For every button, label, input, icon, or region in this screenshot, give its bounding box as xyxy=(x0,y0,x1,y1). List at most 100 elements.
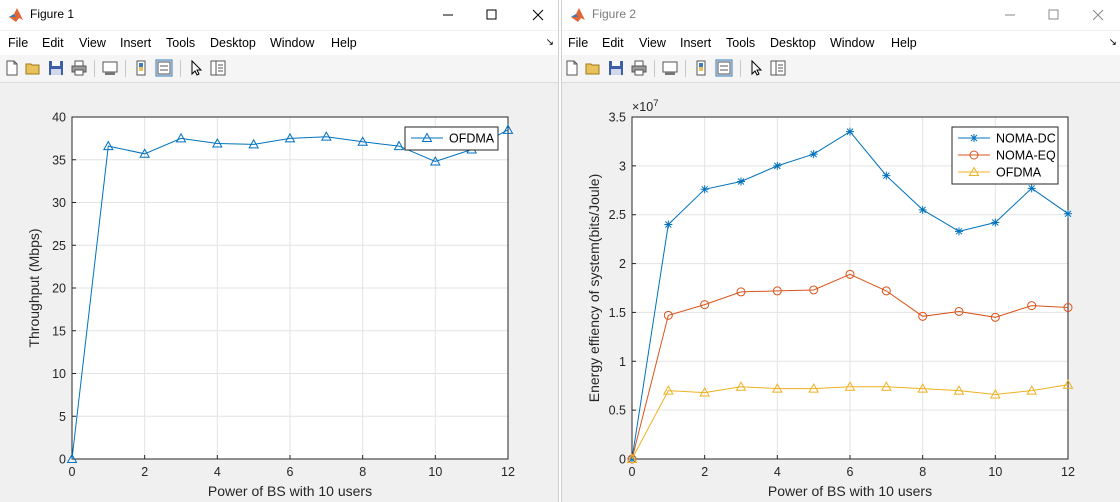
menu-window[interactable]: Window xyxy=(270,36,315,50)
x-tick-label: 2 xyxy=(701,465,708,479)
colorbar-icon[interactable] xyxy=(692,59,710,77)
pointer-icon[interactable] xyxy=(747,59,765,77)
x-tick-label: 4 xyxy=(774,465,781,479)
figure-toolbar xyxy=(562,55,1120,83)
series-line xyxy=(631,273,1069,460)
data-point xyxy=(248,138,260,149)
link-plot-icon[interactable] xyxy=(661,59,679,77)
property-inspector-icon[interactable] xyxy=(769,59,787,77)
data-point xyxy=(772,286,782,296)
menu-edit[interactable]: Edit xyxy=(602,36,624,50)
x-tick-label: 0 xyxy=(629,465,636,479)
data-point xyxy=(773,161,782,170)
data-point xyxy=(284,132,296,143)
data-point xyxy=(1062,379,1074,389)
data-point xyxy=(1026,385,1038,395)
open-file-icon[interactable] xyxy=(24,59,42,77)
data-point xyxy=(809,285,819,295)
minimize-button[interactable] xyxy=(990,0,1030,30)
data-point xyxy=(809,150,818,159)
data-point xyxy=(955,227,963,236)
save-icon[interactable] xyxy=(47,59,65,77)
menu-insert[interactable]: Insert xyxy=(120,36,152,50)
y-tick-label: 1 xyxy=(619,355,626,369)
data-point xyxy=(845,269,855,279)
menu-tools[interactable]: Tools xyxy=(726,36,756,50)
data-point xyxy=(211,137,223,148)
menu-help[interactable]: Help xyxy=(331,36,357,50)
save-icon[interactable] xyxy=(607,59,625,77)
title-bar[interactable]: Figure 1 xyxy=(0,0,558,30)
data-point xyxy=(771,383,783,393)
x-tick-label: 6 xyxy=(287,465,294,479)
legend-marker xyxy=(421,132,433,142)
property-inspector-icon[interactable] xyxy=(209,59,227,77)
close-button[interactable] xyxy=(1078,0,1118,30)
link-plot-icon[interactable] xyxy=(101,59,119,77)
menu-window[interactable]: Window xyxy=(830,36,875,50)
menu-help[interactable]: Help xyxy=(891,36,917,50)
close-icon xyxy=(532,9,544,21)
data-point xyxy=(664,220,673,229)
series-ofdma xyxy=(66,124,514,463)
data-point xyxy=(139,148,151,158)
menu-file[interactable]: File xyxy=(568,36,589,50)
series-noma-eq xyxy=(627,269,1073,464)
minimize-button[interactable] xyxy=(428,0,468,30)
data-point xyxy=(626,453,638,463)
x-axis-label: Power of BS with 10 users xyxy=(768,483,932,499)
legend-icon[interactable] xyxy=(715,59,733,77)
data-point xyxy=(1027,184,1036,193)
print-icon[interactable] xyxy=(630,59,648,77)
menu-tools[interactable]: Tools xyxy=(166,36,196,50)
axes-box xyxy=(631,116,1069,460)
colorbar-icon[interactable] xyxy=(132,59,150,77)
data-point xyxy=(66,453,78,463)
menu-view[interactable]: View xyxy=(639,36,666,50)
data-point xyxy=(918,205,927,214)
menu-edit[interactable]: Edit xyxy=(42,36,64,50)
new-figure-icon[interactable] xyxy=(3,59,21,77)
window-title: Figure 2 xyxy=(592,7,637,21)
x-tick-label: 4 xyxy=(214,465,221,479)
print-icon[interactable] xyxy=(70,59,88,77)
data-point xyxy=(846,127,854,136)
y-tick-label: 20 xyxy=(52,282,66,296)
data-point xyxy=(844,381,856,391)
menu-view[interactable]: View xyxy=(79,36,106,50)
menu-desktop[interactable]: Desktop xyxy=(770,36,816,50)
data-point xyxy=(882,171,891,180)
series-noma-dc xyxy=(628,127,1072,463)
menu-overflow-arrow-icon[interactable]: ↘ xyxy=(1108,37,1117,48)
menu-file[interactable]: File xyxy=(8,36,29,50)
data-point xyxy=(1027,301,1037,311)
data-point xyxy=(393,140,405,151)
data-point xyxy=(918,311,928,321)
title-bar[interactable]: Figure 2 xyxy=(562,0,1120,30)
y-tick-label: 3.5 xyxy=(609,111,626,125)
window-title: Figure 1 xyxy=(30,7,75,21)
data-point xyxy=(102,140,114,151)
new-figure-icon[interactable] xyxy=(563,59,581,77)
maximize-button[interactable] xyxy=(1034,0,1074,30)
data-point xyxy=(663,310,673,320)
maximize-button[interactable] xyxy=(472,0,512,30)
y-axis-label: Throughput (Mbps) xyxy=(26,228,42,347)
open-file-icon[interactable] xyxy=(584,59,602,77)
x-tick-label: 10 xyxy=(428,465,442,479)
y-tick-label: 40 xyxy=(52,111,66,125)
toolbar-separator xyxy=(654,60,655,77)
menu-overflow-arrow-icon[interactable]: ↘ xyxy=(545,37,554,48)
x-tick-label: 2 xyxy=(141,465,148,479)
y-tick-label: 1.5 xyxy=(609,306,626,320)
data-point xyxy=(880,381,892,391)
y-tick-label: 5 xyxy=(59,410,66,424)
pointer-icon[interactable] xyxy=(187,59,205,77)
legend-icon[interactable] xyxy=(155,59,173,77)
menu-desktop[interactable]: Desktop xyxy=(210,36,256,50)
close-button[interactable] xyxy=(518,0,558,30)
energy-efficiency-chart[interactable]: 0 2 4 6 8 10 12 0 0.5 1 1.5 2 2.5 3 3.5 ×107 Power of BS… xyxy=(562,83,1120,502)
y-tick-label: 30 xyxy=(52,196,66,210)
throughput-chart[interactable]: 0 2 4 6 8 10 12 0 5 10 15 20 25 30 35 40 Power of BS wit… xyxy=(0,83,558,502)
menu-insert[interactable]: Insert xyxy=(680,36,712,50)
